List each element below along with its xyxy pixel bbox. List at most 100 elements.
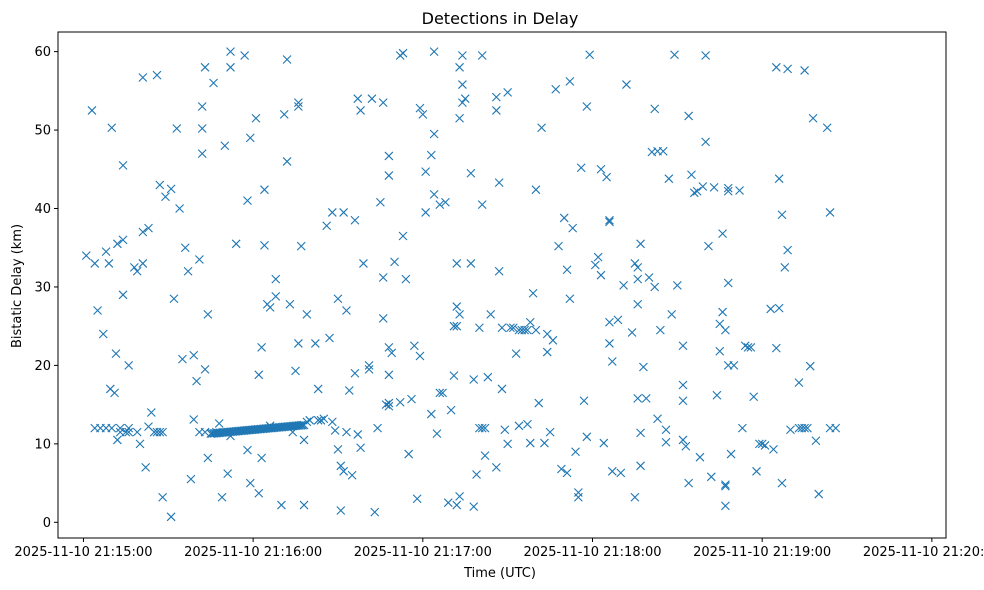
data-point (636, 239, 645, 249)
data-point (814, 489, 824, 499)
x-tick-label: 2025-11-10 21:18:00 (523, 545, 661, 560)
data-point (327, 417, 337, 427)
data-point (582, 432, 592, 442)
data-point (200, 62, 210, 72)
data-point (706, 472, 716, 482)
data-point (460, 94, 470, 104)
data-point (104, 259, 114, 268)
data-point (429, 47, 439, 57)
data-point (217, 492, 227, 502)
data-point (480, 423, 490, 433)
data-point (455, 492, 464, 501)
data-point (721, 480, 730, 490)
data-point (757, 439, 767, 449)
data-point (342, 306, 351, 315)
data-point (333, 294, 343, 304)
data-point (384, 151, 394, 161)
data-point (571, 447, 580, 457)
data-point (678, 341, 688, 351)
chart-title: Detections in Delay (422, 9, 579, 28)
data-point (494, 266, 504, 276)
data-point (678, 396, 688, 406)
y-tick-label: 10 (34, 437, 51, 452)
data-point (506, 323, 515, 333)
data-point (491, 463, 501, 472)
data-point (562, 265, 572, 275)
data-point (418, 109, 428, 119)
data-point (336, 461, 346, 471)
data-point (271, 291, 281, 301)
data-point (353, 430, 363, 439)
data-point (661, 425, 671, 435)
data-point (636, 461, 645, 471)
data-point (743, 342, 753, 352)
data-point (257, 342, 267, 352)
data-point (831, 423, 841, 433)
data-point (245, 133, 255, 143)
data-point (265, 302, 275, 312)
y-tick-label: 40 (34, 202, 51, 217)
data-point (376, 197, 385, 207)
data-point (737, 423, 747, 433)
data-point (203, 310, 213, 319)
data-point (783, 245, 793, 255)
data-point (466, 168, 476, 178)
data-point (367, 94, 377, 104)
data-point (81, 251, 91, 260)
data-point (497, 323, 507, 333)
data-point (293, 98, 303, 107)
data-point (390, 257, 399, 267)
data-point (491, 106, 501, 115)
data-point (452, 321, 462, 331)
data-point (458, 51, 467, 60)
data-point (231, 239, 241, 249)
x-tick-label: 2025-11-10 21:16:00 (184, 545, 322, 560)
data-point (158, 427, 168, 437)
data-point (503, 88, 513, 97)
data-point (491, 92, 501, 102)
data-point (540, 438, 549, 448)
plot-area (58, 32, 946, 538)
data-point (336, 506, 346, 515)
data-point (452, 259, 462, 268)
data-point (398, 48, 408, 58)
data-point (735, 186, 744, 195)
data-point (630, 259, 640, 268)
data-point (721, 501, 730, 511)
data-point (497, 384, 507, 394)
data-point (670, 50, 679, 60)
data-point (299, 435, 309, 445)
data-point (155, 427, 165, 437)
data-point (415, 351, 425, 361)
data-point (98, 329, 108, 339)
data-point (138, 73, 148, 82)
data-point (197, 149, 207, 158)
data-point (421, 167, 431, 177)
x-axis: 2025-11-10 21:15:00 2025-11-10 21:16:00 20… (14, 538, 984, 560)
data-point (458, 80, 467, 89)
data-point (537, 123, 546, 133)
data-point (508, 323, 518, 333)
data-point (429, 190, 439, 199)
data-point (565, 294, 575, 304)
data-point (607, 466, 617, 476)
data-point (220, 141, 230, 151)
data-point (678, 380, 688, 390)
data-point (313, 415, 323, 425)
data-point (557, 464, 566, 474)
data-point (559, 213, 569, 223)
data-point (740, 341, 750, 351)
data-point (565, 77, 575, 86)
data-point (378, 273, 388, 282)
data-point (477, 200, 487, 209)
data-point (138, 259, 148, 268)
data-point (333, 444, 343, 454)
data-point (794, 378, 804, 388)
data-point (342, 427, 351, 437)
data-point (684, 478, 694, 488)
data-point (455, 310, 464, 319)
data-point (378, 313, 388, 323)
data-point (121, 427, 131, 437)
data-point (599, 438, 609, 448)
points-layer (81, 47, 841, 522)
